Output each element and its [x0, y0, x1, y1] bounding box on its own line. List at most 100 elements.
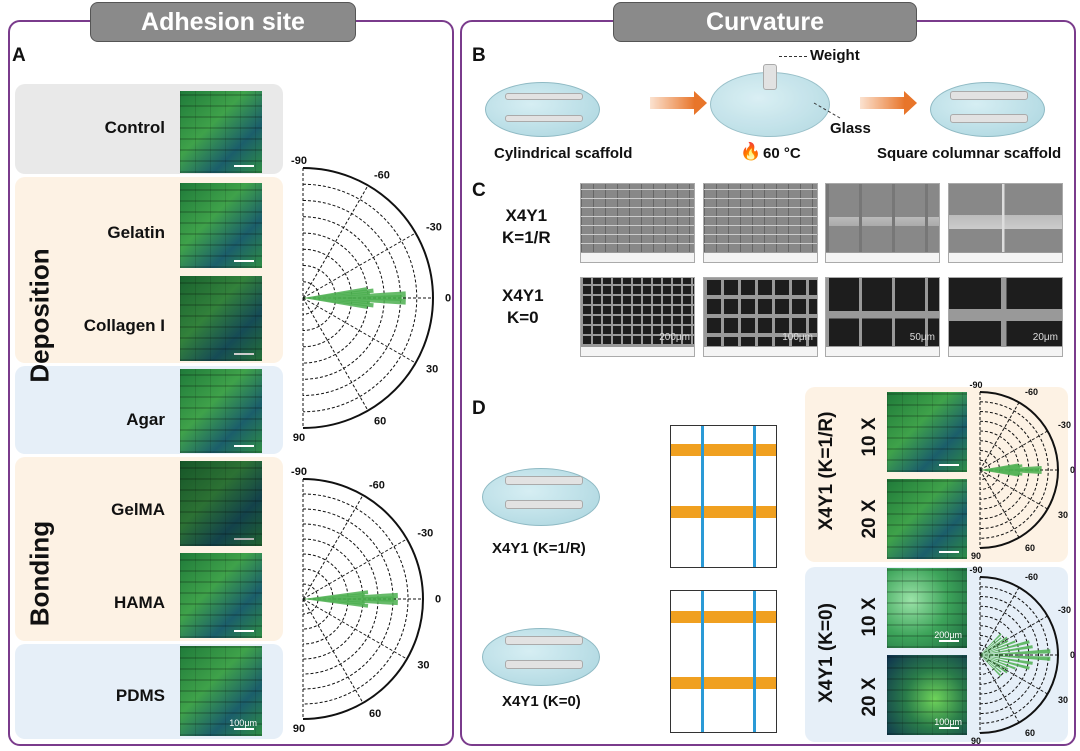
polar-tick-label: -30	[426, 222, 442, 234]
mag-20x: 20 X	[859, 499, 880, 539]
sem-k1r-20	[948, 183, 1063, 263]
polar-tick-label: -30	[1058, 420, 1071, 430]
polar-ring	[302, 538, 364, 660]
c-row1-label: X4Y1 K=1/R	[502, 205, 551, 249]
polar-tick-label: -60	[1025, 387, 1038, 397]
d-caption-k0: X4Y1 (K=0)	[502, 693, 581, 710]
polar-ring	[979, 401, 1049, 539]
micrograph-k1r-10x	[887, 392, 967, 472]
row-label-collagen: Collagen I	[83, 316, 165, 335]
polar-plot-bonding: -90 -60 -30 0 30 60 90	[291, 466, 441, 735]
micrograph-collagen	[180, 276, 262, 361]
c-row2-sample: X4Y1	[502, 286, 544, 305]
polar-tick-label: 30	[417, 660, 429, 672]
rose-petal	[303, 298, 368, 309]
polar-spoke	[302, 297, 416, 364]
scaffold-bar	[505, 476, 583, 485]
sem-scale-label: 200μm	[659, 332, 690, 343]
polar-spoke	[302, 297, 369, 411]
scaffold-bar	[950, 91, 1028, 100]
rose-petal	[980, 655, 1009, 671]
micrograph-hama	[180, 553, 262, 638]
polar-tick-label: 30	[426, 364, 438, 376]
caption-cylindrical: Cylindrical scaffold	[494, 145, 633, 162]
polar-ring	[979, 596, 1039, 714]
polar-spoke	[302, 232, 416, 299]
polar-tick-label: -60	[369, 479, 385, 491]
panel-label-d: D	[472, 398, 486, 419]
polar-tick-label: 30	[1058, 695, 1068, 705]
c-row1-k: K=1/R	[502, 228, 551, 247]
polar-tick-label: 0	[435, 594, 441, 606]
rose-petal	[980, 649, 1051, 655]
polar-tick-label: 60	[369, 708, 381, 720]
polar-ring	[979, 586, 1049, 724]
rose-petal	[980, 640, 1030, 655]
rose-petal	[980, 633, 1002, 655]
row-label-pdms: PDMS	[115, 686, 165, 705]
rose-petal	[980, 655, 1051, 661]
polar-spoke	[302, 598, 364, 704]
rose-petal	[303, 291, 371, 298]
polar-ring	[979, 635, 1000, 675]
sem-k0-20: 20μm	[948, 277, 1063, 357]
fiber-blue	[753, 591, 756, 732]
rose-petal	[980, 465, 1021, 470]
polar-ring	[979, 644, 991, 666]
rose-petal	[303, 592, 365, 599]
polar-tick-label: -30	[1058, 605, 1071, 615]
sem-k1r-200	[580, 183, 695, 263]
polar-tick-label: -90	[969, 380, 982, 390]
scale-bar-label: 100μm	[229, 718, 257, 728]
schematic-grid-k0	[670, 590, 777, 733]
polar-tick-label: -90	[969, 565, 982, 575]
micrograph-control	[180, 91, 262, 173]
polar-tick-label: 0	[445, 293, 451, 305]
polar-tick-label: 0	[1070, 465, 1075, 475]
process-arrow	[860, 91, 917, 115]
weight-block	[763, 64, 777, 90]
polar-tick-label: 30	[1058, 510, 1068, 520]
glass-label: Glass	[830, 120, 871, 137]
fiber-blue	[701, 426, 704, 567]
row-label-gelatin: Gelatin	[107, 223, 165, 242]
polar-plot-deposition: -90 -60 -30 0 30 60 90	[291, 155, 451, 444]
caption-square: Square columnar scaffold	[877, 145, 1062, 162]
polar-spoke	[302, 185, 369, 299]
row-label-gelma: GelMA	[111, 500, 165, 519]
rose-petal	[980, 464, 1023, 470]
polar-tick-label: -30	[417, 528, 433, 540]
rose-petal	[980, 645, 1033, 655]
schematic-grid-k1r	[670, 425, 777, 568]
micrograph-k0-20x: 100μm	[887, 655, 967, 735]
polar-tick-label: 90	[293, 432, 305, 444]
sem-scale-label: 20μm	[1032, 332, 1058, 343]
rose-petal	[303, 599, 369, 608]
micrograph-gelatin	[180, 183, 262, 268]
scaffold-bar	[950, 114, 1028, 123]
sem-k0-100: 100μm	[703, 277, 818, 357]
polar-tick-label: -90	[291, 155, 307, 167]
fiber-orange	[671, 611, 776, 623]
polar-ring	[302, 583, 319, 615]
fiber-blue	[753, 426, 756, 567]
group-label-bonding: Bonding	[24, 520, 55, 627]
c-row1-sample: X4Y1	[505, 206, 548, 225]
polar-ring	[979, 625, 1010, 685]
d-caption-k1r: X4Y1 (K=1/R)	[492, 540, 586, 557]
fiber-orange	[671, 677, 776, 689]
weight-label: Weight	[810, 47, 860, 64]
polar-tick-label: 0	[1070, 650, 1075, 660]
flame-icon: 🔥	[740, 142, 762, 161]
rose-petal	[303, 287, 368, 298]
polar-tick-label: 60	[374, 416, 386, 428]
panel-label-a: A	[12, 45, 26, 66]
polar-plot-k1r: -90 -60 -30 0 30 60 90	[969, 380, 1075, 560]
rose-petal	[980, 637, 1002, 655]
rose-petal	[980, 655, 1030, 670]
polar-tick-label: 90	[293, 723, 305, 735]
panel-label-b: B	[472, 45, 486, 66]
box-label-k0: X4Y1 (K=0)	[816, 603, 837, 703]
micrograph-pdms: 100μm	[180, 646, 262, 736]
polar-tick-label: 60	[1025, 728, 1035, 738]
